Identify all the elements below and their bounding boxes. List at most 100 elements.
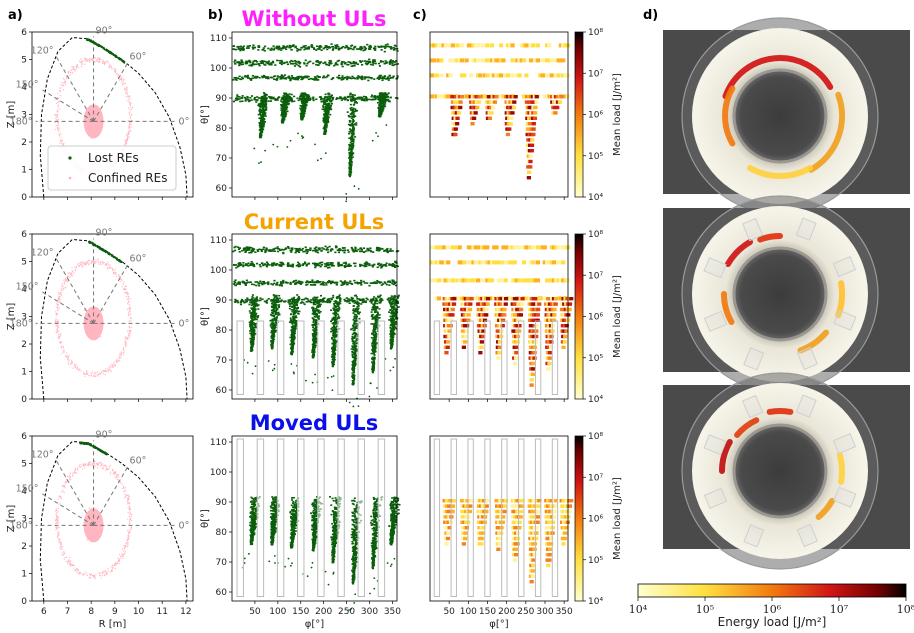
impact-point <box>342 45 345 48</box>
impact-point <box>350 135 353 138</box>
impact-point <box>351 64 355 67</box>
impact-point <box>322 119 325 122</box>
confined-re-point <box>96 125 98 127</box>
confined-re-point <box>77 367 79 369</box>
confined-re-point <box>94 263 96 265</box>
impact-point <box>370 95 373 98</box>
impact-point <box>278 59 281 62</box>
impact-point <box>348 151 351 154</box>
confined-re-point <box>57 97 60 99</box>
impact-point <box>286 97 289 99</box>
confined-re-point <box>107 60 109 62</box>
impact-point <box>288 95 291 98</box>
confined-re-point <box>94 512 96 515</box>
impact-point <box>327 74 330 77</box>
confined-re-point <box>90 115 92 118</box>
impact-point <box>380 49 383 51</box>
confined-re-point <box>97 525 99 528</box>
impact-point <box>340 63 343 65</box>
confined-re-point <box>89 260 91 262</box>
confined-re-point <box>98 372 100 374</box>
confined-re-point <box>57 518 59 520</box>
confined-re-point <box>58 541 60 543</box>
impact-point <box>316 48 319 50</box>
confined-re-point <box>105 469 107 471</box>
confined-re-point <box>67 563 69 565</box>
confined-re-point <box>128 136 130 138</box>
confined-re-point <box>127 302 129 304</box>
lost-re-point <box>96 246 99 248</box>
impact-point <box>332 97 335 100</box>
confined-re-point <box>94 130 97 133</box>
panel-label-a: a) <box>8 8 23 23</box>
impact-point <box>282 97 285 100</box>
impact-point <box>350 153 353 155</box>
confined-re-point <box>54 114 56 116</box>
confined-re-point <box>89 536 91 538</box>
confined-re-point <box>73 471 76 473</box>
confined-re-point <box>61 140 63 142</box>
y-axis-label: Z [m] <box>6 303 17 331</box>
y-tick-label: 5 <box>21 56 27 66</box>
impact-point <box>279 77 283 80</box>
confined-re-point <box>127 293 130 295</box>
wall-outline <box>39 238 188 400</box>
impact-point <box>240 59 243 61</box>
impact-point <box>300 108 303 110</box>
confined-re-point <box>128 503 131 505</box>
confined-re-point <box>57 321 59 323</box>
confined-re-point <box>115 360 117 363</box>
confined-re-point <box>92 463 94 465</box>
confined-re-point <box>129 123 131 125</box>
confined-re-point <box>126 86 128 88</box>
confined-re-point <box>55 527 58 530</box>
impact-point <box>260 248 263 251</box>
y-tick-label: 100 <box>210 64 227 74</box>
impact-point <box>255 63 258 66</box>
confined-re-point <box>131 106 134 109</box>
confined-re-point <box>121 555 123 557</box>
impact-point <box>269 48 272 51</box>
confined-re-point <box>118 476 120 478</box>
confined-re-point <box>129 98 131 100</box>
confined-re-point <box>96 523 98 525</box>
confined-re-point <box>79 463 81 466</box>
confined-re-point <box>102 261 104 263</box>
confined-re-point <box>82 261 84 264</box>
y-tick-label: 1 <box>21 570 27 580</box>
impact-point <box>345 44 348 47</box>
confined-re-point <box>94 325 96 327</box>
impact-point <box>387 79 390 81</box>
confined-re-point <box>55 318 57 320</box>
confined-re-point <box>83 574 86 576</box>
confined-re-point <box>66 356 68 358</box>
y-tick-label: 5 <box>21 460 27 470</box>
confined-re-point <box>127 544 129 546</box>
confined-re-point <box>59 291 62 294</box>
confined-re-point <box>99 575 101 577</box>
confined-re-point <box>90 511 93 514</box>
impact-point <box>391 76 395 79</box>
confined-re-point <box>94 328 96 330</box>
confined-re-point <box>119 280 121 282</box>
impact-point <box>261 76 264 79</box>
impact-point <box>260 161 262 163</box>
impact-point <box>326 100 329 103</box>
confined-re-point <box>120 481 122 484</box>
impact-point <box>393 44 396 47</box>
confined-re-point <box>118 75 120 77</box>
confined-re-point <box>63 552 66 554</box>
confined-re-point <box>97 131 100 133</box>
confined-re-point <box>97 258 100 260</box>
confined-re-point <box>127 511 129 514</box>
impact-point <box>350 99 353 102</box>
confined-re-point <box>128 320 130 322</box>
confined-re-point <box>76 64 78 66</box>
impact-point <box>352 130 355 133</box>
confined-re-point <box>127 131 129 134</box>
impact-point <box>258 117 261 120</box>
confined-re-point <box>99 514 101 517</box>
impact-point <box>384 105 387 107</box>
confined-re-point <box>105 264 107 266</box>
